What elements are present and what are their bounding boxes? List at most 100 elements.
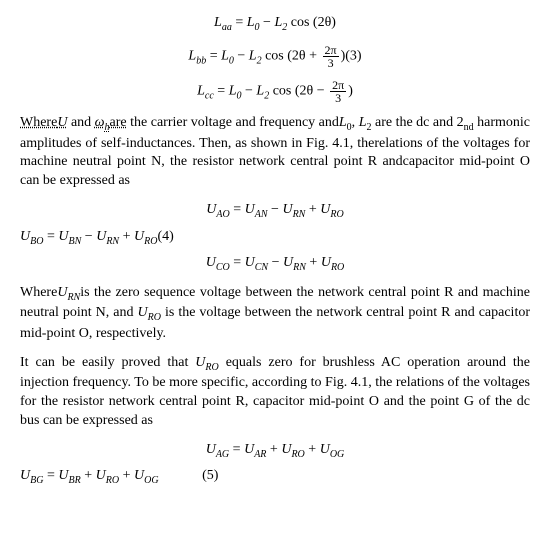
sub: AR [254,448,266,459]
var: U [245,255,255,270]
sub-nd: nd [464,122,474,133]
sub: OG [330,448,344,459]
op-plus: + [84,468,95,483]
var: U [206,442,216,457]
sub: AN [255,209,268,220]
paragraph-defs-2: WhereURNis the zero sequence voltage bet… [20,284,530,343]
op-eq: = [217,84,228,99]
equation-UCO: UCO = UCN − URN + URO [20,254,530,274]
text: It can be easily proved that [20,355,195,370]
paragraph-3: It can be easily proved that URO equals … [20,354,530,431]
var: U [58,229,68,244]
text: the carrier voltage and frequency and [127,115,339,130]
op-eq: = [210,49,221,64]
var: L [221,49,229,64]
cos: cos [291,15,313,30]
var: U [245,202,255,217]
sub: RO [331,262,344,273]
var: L [249,49,257,64]
eq-tag: (3) [345,49,361,64]
var: U [244,442,254,457]
frac-den: 3 [323,57,339,69]
text: Where [20,285,57,300]
op-eq: = [235,15,246,30]
cos: cos [265,49,287,64]
var-U: U [57,115,67,130]
op-minus: − [245,84,256,99]
var: U [206,202,216,217]
sub: BR [69,475,81,486]
op-minus: − [263,15,274,30]
op-plus: + [309,202,320,217]
text: and [67,115,94,130]
text: Where [20,115,57,130]
var: U [134,468,144,483]
op-eq: = [233,442,244,457]
sub: 0 [237,91,242,102]
sub: CO [216,262,230,273]
var: U [206,255,216,270]
var: L [214,15,222,30]
var: U [320,202,330,217]
sub: RN [293,262,306,273]
equation-UBO: UBO = UBN − URN + URO(4) [20,228,530,248]
fraction: 2π3 [323,44,339,69]
op-minus: − [271,202,282,217]
arg: (2θ) [313,15,336,30]
var-L0: L [339,115,347,130]
sub: 2 [257,56,262,67]
equation-Lbb: Lbb = L0 − L2 cos (2θ + 2π3)(3) [20,44,530,69]
sub: RO [144,235,157,246]
sub: CN [255,262,268,273]
paragraph-defs-1: WhereU and ωhare the carrier voltage and… [20,114,530,191]
fraction: 2π3 [330,79,346,104]
sub: 2 [282,22,287,33]
sub: BN [69,235,82,246]
eq-tag: (4) [157,229,173,244]
sub: BG [30,475,43,486]
var-URO: U [138,305,148,320]
var: U [96,468,106,483]
op-plus: + [123,229,134,244]
equation-UAG: UAG = UAR + URO + UOG [20,441,530,461]
op-eq: = [47,229,58,244]
arg-close: ) [348,84,353,99]
op-minus: − [272,255,283,270]
op-plus: + [309,255,320,270]
op-plus: + [270,442,281,457]
var: L [229,84,237,99]
op-minus: − [237,49,248,64]
var: U [58,468,68,483]
var: U [134,229,144,244]
equation-UBG: UBG = UBR + URO + UOG (5) [20,467,530,487]
var: U [96,229,106,244]
var: U [283,255,293,270]
var: U [282,202,292,217]
equation-Laa: Laa = L0 − L2 cos (2θ) [20,14,530,34]
sub: RN [293,209,306,220]
op-minus: − [85,229,96,244]
sub: RN [106,235,119,246]
eq-tag: (5) [202,468,218,483]
sub: RO [205,361,218,372]
sub: cc [205,91,214,102]
text: , [352,115,359,130]
arg-open: (2θ + [287,49,320,64]
var: U [281,442,291,457]
op-eq: = [233,202,244,217]
cos: cos [273,84,295,99]
sub: RN [67,292,80,303]
var: L [247,15,255,30]
op-eq: = [47,468,58,483]
var-URN: U [57,285,67,300]
sub: AG [216,448,229,459]
arg-open: (2θ − [295,84,328,99]
sub: AO [216,209,229,220]
sub: 0 [255,22,260,33]
sub: aa [222,22,232,33]
sub: RO [330,209,343,220]
var: U [321,255,331,270]
sub: 0 [229,56,234,67]
sub: OG [144,475,158,486]
sub: RO [148,312,161,323]
